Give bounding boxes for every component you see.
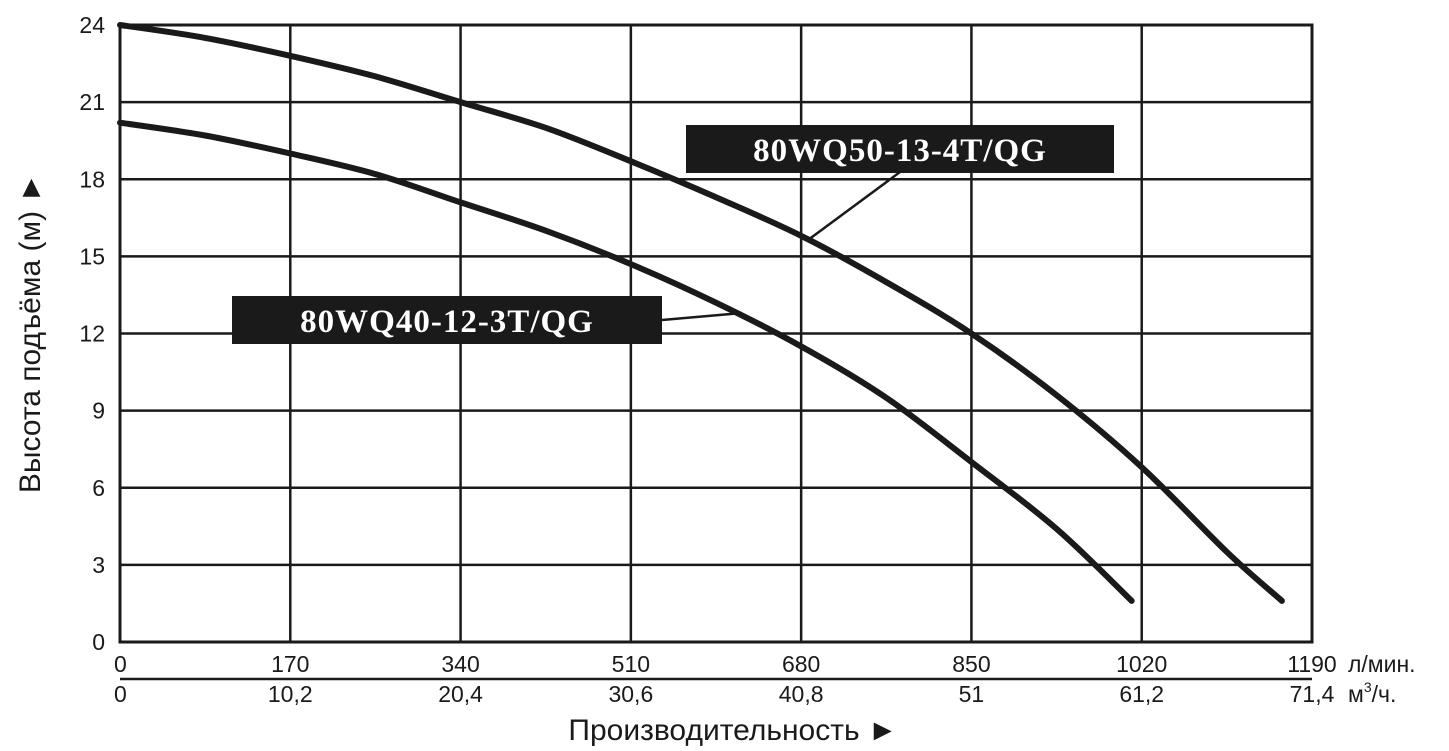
series-label-2: 80WQ40-12-3T/QG: [300, 304, 594, 340]
x-axis-title: Производительность ►: [568, 714, 897, 747]
x-tick-label-secondary: 71,4: [1290, 681, 1335, 707]
x-unit-primary: л/мин.: [1348, 651, 1416, 677]
y-tick-label: 18: [79, 166, 105, 192]
x-tick-label: 0: [114, 651, 127, 677]
series-leader-line-1: [807, 170, 901, 242]
series-label-box-1: [686, 125, 1114, 173]
x-tick-label-secondary: 51: [959, 681, 985, 707]
x-unit-secondary-base: м: [1348, 681, 1364, 707]
series-line-2: [117, 119, 1135, 604]
y-axis-title: Высота подъёма (м) ►: [14, 173, 47, 493]
y-tick-label: 21: [79, 89, 105, 115]
curves: [117, 22, 1285, 604]
x-tick-label: 1020: [1116, 651, 1167, 677]
x-tick-label: 170: [271, 651, 309, 677]
x-tick-label: 510: [612, 651, 650, 677]
y-tick-label: 12: [79, 321, 105, 347]
x-unit-secondary: м3/ч.: [1348, 679, 1396, 707]
x-tick-label: 340: [441, 651, 479, 677]
x-tick-label-secondary: 40,8: [779, 681, 824, 707]
x-tick-label-secondary: 10,2: [268, 681, 313, 707]
y-tick-label: 6: [92, 475, 105, 501]
x-tick-label: 1190: [1287, 651, 1336, 677]
series-label-1: 80WQ50-13-4T/QG: [753, 133, 1047, 169]
x-tick-label: 680: [782, 651, 820, 677]
y-tick-label: 9: [92, 398, 105, 424]
series-label-box-2: [232, 296, 662, 344]
y-tick-label: 15: [79, 243, 105, 269]
x-unit-secondary-sup: 3: [1364, 679, 1372, 695]
x-tick-label: 850: [952, 651, 990, 677]
x-tick-label-secondary: 0: [114, 681, 127, 707]
x-tick-label-secondary: 30,6: [608, 681, 653, 707]
x-tick-label-secondary: 20,4: [438, 681, 483, 707]
grid: [118, 23, 1314, 681]
y-tick-label: 0: [92, 629, 105, 655]
x-unit-secondary-tail: /ч.: [1372, 681, 1397, 707]
y-tick-label: 3: [92, 552, 105, 578]
series-leader-line-2: [661, 311, 743, 322]
plot-frame: [118, 23, 1314, 644]
axis-ticks: 0017010,234020,451030,668040,88505110206…: [79, 12, 1336, 707]
x-tick-label-secondary: 61,2: [1119, 681, 1164, 707]
series-line-1: [117, 22, 1285, 604]
series-labels: 80WQ50-13-4T/QG 80WQ40-12-3T/QG: [232, 125, 1114, 344]
y-tick-label: 24: [79, 12, 105, 38]
